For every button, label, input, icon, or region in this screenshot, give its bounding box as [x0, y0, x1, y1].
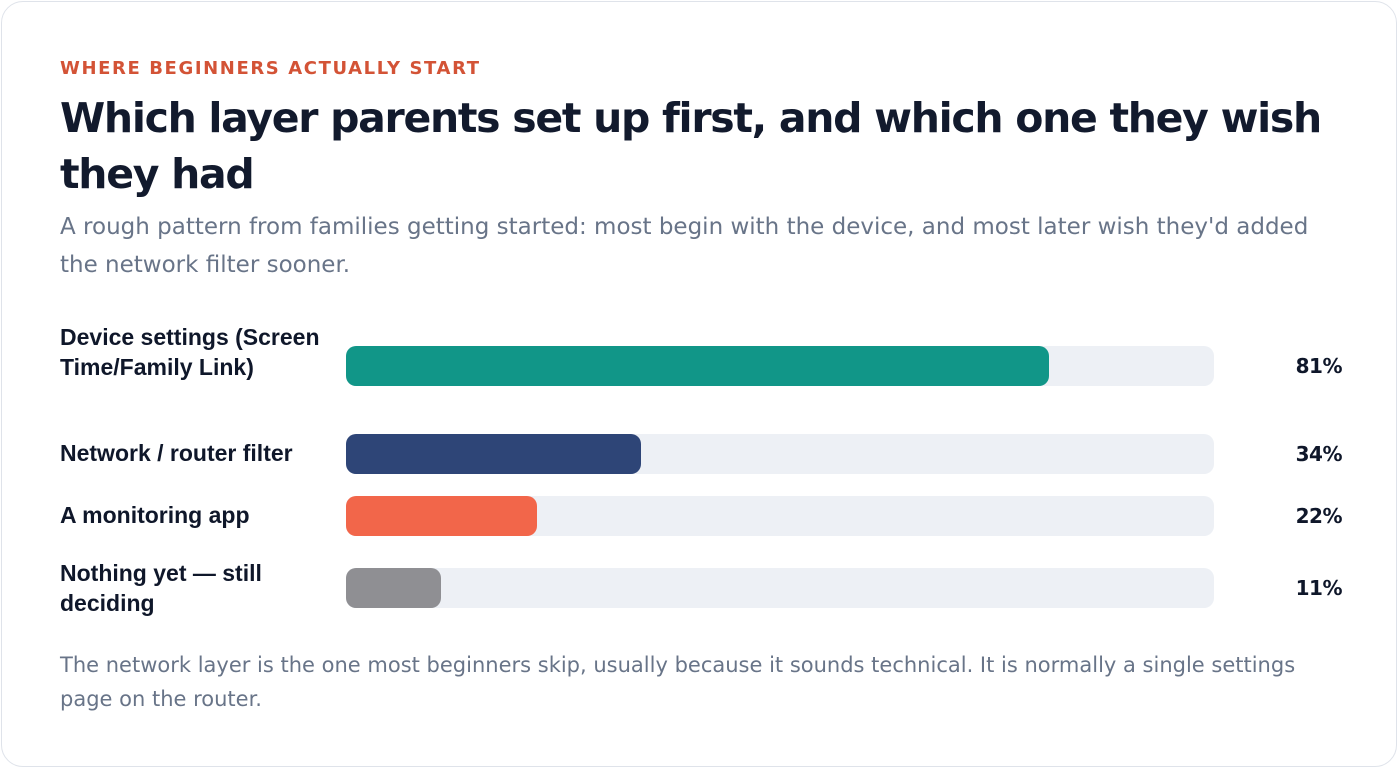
- bar: [346, 496, 537, 536]
- value-label: 22%: [1295, 504, 1343, 528]
- chart-subtitle: A rough pattern from families getting st…: [60, 214, 1309, 278]
- bar: [346, 346, 1050, 386]
- chart-title: Which layer parents set up first, and wh…: [60, 94, 1322, 198]
- category-label: Network / router filter: [60, 440, 293, 466]
- chart-footnote: The network layer is the one most beginn…: [60, 653, 1296, 711]
- eyebrow-label: WHERE BEGINNERS ACTUALLY START: [60, 58, 481, 79]
- bar: [346, 434, 642, 474]
- bar-track: [346, 568, 1214, 608]
- bar-track: [346, 346, 1214, 386]
- category-label: Nothing yet — still deciding: [60, 560, 262, 616]
- bar: [346, 568, 442, 608]
- value-label: 81%: [1295, 354, 1343, 378]
- bar-track: [346, 434, 1214, 474]
- category-label: A monitoring app: [60, 502, 250, 528]
- category-label: Device settings (Screen Time/Family Link…: [60, 324, 320, 380]
- bar-track: [346, 496, 1214, 536]
- value-label: 34%: [1295, 442, 1343, 466]
- value-label: 11%: [1295, 576, 1343, 600]
